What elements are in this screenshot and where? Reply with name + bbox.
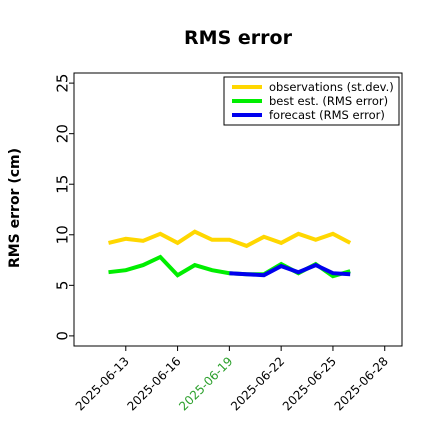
legend-label-2: forecast (RMS error) <box>269 108 385 122</box>
x-tick-label: 2025-06-19 <box>176 354 235 413</box>
legend-label-1: best est. (RMS error) <box>269 94 388 108</box>
series-line-2 <box>229 262 351 278</box>
series-lines <box>108 229 352 279</box>
legend: observations (st.dev.)best est. (RMS err… <box>223 76 400 126</box>
x-tick-label: 2025-06-25 <box>280 354 339 413</box>
y-tick-label: 0 <box>53 331 71 341</box>
x-tick-label: 2025-06-16 <box>124 354 183 413</box>
y-tick-label: 20 <box>53 124 71 143</box>
y-axis-label: RMS error (cm) <box>7 148 23 268</box>
x-tick-label: 2025-06-28 <box>332 354 391 413</box>
plot-area <box>73 72 403 347</box>
y-tick-label: 5 <box>53 281 71 291</box>
y-tick-label: 10 <box>53 225 71 244</box>
x-tick-label: 2025-06-13 <box>73 354 132 413</box>
x-tick-label: 2025-06-22 <box>228 354 287 413</box>
chart-title: RMS error <box>184 27 293 49</box>
series-line-0 <box>108 229 352 249</box>
y-axis-ticks: 0 5 10 15 20 25 <box>53 74 74 341</box>
y-tick-label: 15 <box>53 175 71 194</box>
y-tick-label: 25 <box>53 74 71 93</box>
legend-label-0: observations (st.dev.) <box>269 80 394 94</box>
x-axis-ticks: 2025-06-132025-06-162025-06-192025-06-22… <box>73 346 391 413</box>
